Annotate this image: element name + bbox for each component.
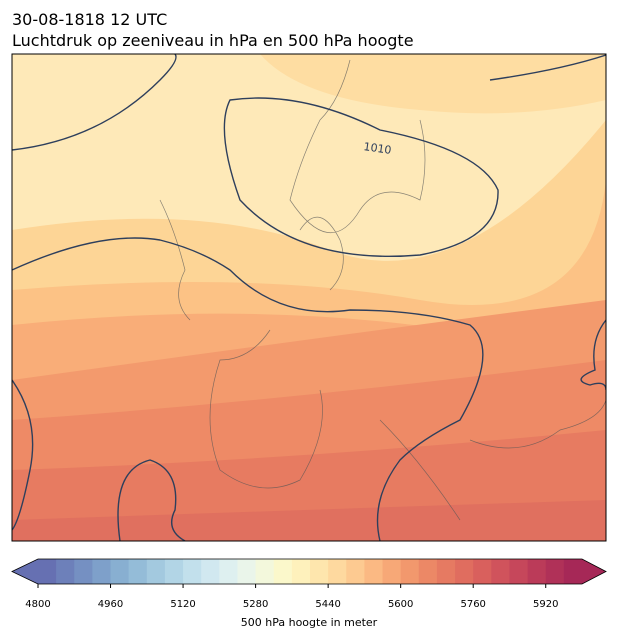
colorbar-segment xyxy=(219,559,238,584)
colorbar-segment xyxy=(346,559,365,584)
colorbar-segment xyxy=(74,559,93,584)
colorbar: 4800 4960 5120 5280 5440 5600 5760 5920 xyxy=(11,558,607,610)
colorbar-tick-label: 5280 xyxy=(243,599,268,610)
colorbar-segment xyxy=(527,559,547,584)
colorbar-extend-low xyxy=(12,559,38,584)
colorbar-extend-high xyxy=(582,559,606,584)
colorbar-segment xyxy=(237,559,257,584)
colorbar-tick-label: 5600 xyxy=(388,599,413,610)
colorbar-segment xyxy=(473,559,492,584)
colorbar-segment xyxy=(92,559,112,584)
colorbar-segment xyxy=(38,559,57,584)
colorbar-segment xyxy=(255,559,275,584)
contour-label: 1010 xyxy=(363,140,393,157)
colorbar-tick-label: 4960 xyxy=(98,599,123,610)
colorbar-segment xyxy=(400,559,420,584)
colorbar-segment xyxy=(436,559,456,584)
date-title: 30-08-1818 12 UTC xyxy=(12,10,167,29)
colorbar-segment xyxy=(128,559,148,584)
colorbar-segment xyxy=(455,559,474,584)
colorbar-segment xyxy=(291,559,311,584)
colorbar-segment xyxy=(382,559,402,584)
colorbar-segment xyxy=(183,559,202,584)
colorbar-segment xyxy=(418,559,438,584)
colorbar-segment xyxy=(364,559,384,584)
colorbar-segment xyxy=(56,559,75,584)
map-frame xyxy=(11,53,607,542)
map-title: Luchtdruk op zeeniveau in hPa en 500 hPa… xyxy=(12,31,414,50)
colorbar-segment xyxy=(563,559,583,584)
colorbar-segment xyxy=(110,559,130,584)
colorbar-segment xyxy=(201,559,220,584)
colorbar-tick-label: 4800 xyxy=(25,599,50,610)
colorbar-segment xyxy=(310,559,329,584)
colorbar-segment xyxy=(273,559,293,584)
colorbar-tick-label: 5440 xyxy=(315,599,340,610)
colorbar-segment xyxy=(509,559,529,584)
colorbar-segment xyxy=(545,559,565,584)
colorbar-tick-label: 5760 xyxy=(460,599,485,610)
colorbar-segment xyxy=(146,559,166,584)
map xyxy=(12,54,606,541)
colorbar-segment xyxy=(328,559,347,584)
colorbar-tick-label: 5920 xyxy=(533,599,558,610)
colorbar-tick-label: 5120 xyxy=(170,599,195,610)
colorbar-segment xyxy=(491,559,510,584)
colorbar-segment xyxy=(164,559,184,584)
colorbar-label: 500 hPa hoogte in meter xyxy=(241,616,378,629)
